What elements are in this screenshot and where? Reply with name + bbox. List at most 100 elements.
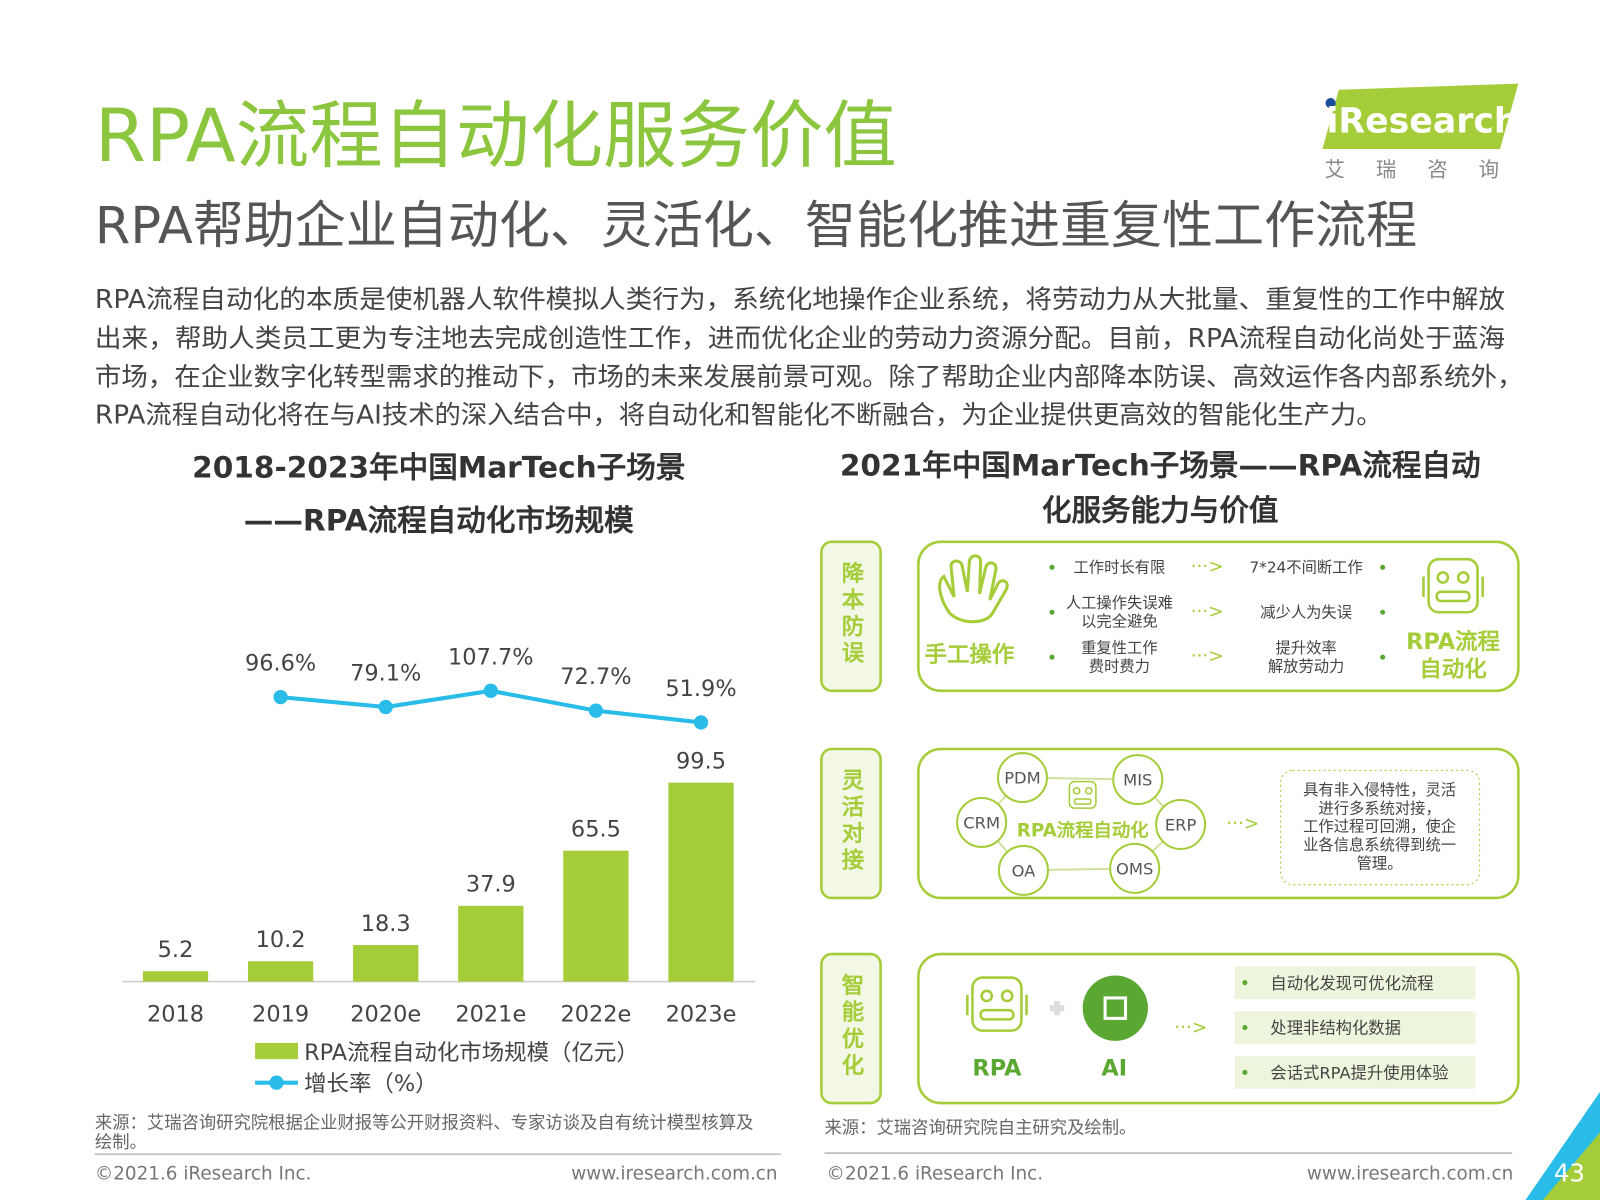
pair-text: 重复性工作 (1081, 639, 1157, 657)
diagram-title: 2021年中国MarTech子场景——RPA流程自动 (840, 449, 1481, 483)
arrow: ···> (1174, 1018, 1207, 1039)
bar (247, 961, 314, 982)
arrow: ···> (1191, 556, 1224, 577)
title: RPA流程自动化服务价值 (95, 94, 897, 179)
legend-marker (269, 1075, 284, 1090)
x-tick-label: 2020e (350, 1001, 421, 1027)
subtitle: RPA帮助企业自动化、灵活化、智能化推进重复性工作流程 (95, 197, 1417, 256)
note-line: 管理。 (1357, 854, 1403, 872)
arrow: ···> (1191, 646, 1224, 667)
note-box (1280, 769, 1481, 886)
bar-label: 5.2 (158, 937, 194, 963)
page-number: 43 (1554, 1159, 1585, 1188)
note-line: 进行多系统对接， (1318, 799, 1440, 817)
bullet (1380, 654, 1386, 660)
node-label: MIS (1123, 771, 1152, 790)
body-line: RPA流程自动化的本质是使机器人软件模拟人类行为，系统化地操作企业系统，将劳动力… (95, 285, 1505, 315)
robot-eye (1436, 571, 1450, 584)
logo: iResearch (1327, 102, 1519, 142)
pair-text: 费时费力 (1089, 657, 1150, 675)
note-line: 具有非入侵特性，灵活 (1303, 781, 1456, 799)
row-label: 智能优化 (838, 972, 864, 1079)
source: 绘制。 (95, 1133, 147, 1153)
item-label: 会话式RPA提升使用体验 (1270, 1064, 1448, 1083)
x-tick-label: 2022e (560, 1001, 631, 1027)
robot-head (1427, 557, 1479, 614)
pair-text: 人工操作失误难 (1066, 594, 1173, 612)
plus (1050, 1001, 1065, 1016)
growth-point (378, 699, 393, 715)
copyright: ©2021.6 iResearch Inc. (95, 1164, 312, 1185)
row-label-box (820, 540, 882, 693)
bullet (1242, 1069, 1248, 1075)
item-box (1234, 1011, 1476, 1044)
x-tick-label: 2021e (455, 1001, 526, 1027)
logo-cn: 艾 瑞 咨 询 (1324, 158, 1511, 182)
bullet (1049, 609, 1055, 615)
row-label-box (820, 747, 882, 900)
bar-label: 99.5 (676, 748, 726, 774)
growth-point (273, 689, 288, 705)
bar-label: 18.3 (361, 911, 411, 937)
ai-label: AI (1101, 1056, 1127, 1082)
arrow: ···> (1191, 601, 1224, 622)
right-label: 自动化 (1419, 656, 1486, 683)
item-box (1234, 966, 1476, 999)
robot-icon-small (1068, 780, 1097, 809)
bullet (1380, 564, 1386, 570)
node (1112, 754, 1164, 806)
growth-label: 72.7% (560, 664, 631, 690)
bar (353, 945, 419, 982)
bullet (1242, 980, 1248, 986)
node (1155, 798, 1207, 850)
legend-label: 增长率（%） (304, 1071, 438, 1097)
corner-green (1542, 1132, 1600, 1200)
growth-point (693, 715, 709, 730)
url: www.iresearch.com.cn (571, 1164, 777, 1185)
row-box (917, 747, 1520, 900)
item-label: 自动化发现可优化流程 (1270, 974, 1433, 993)
robot-mouth (1435, 590, 1471, 603)
pair-text: 7*24不间断工作 (1249, 558, 1362, 576)
node-label: CRM (963, 814, 1000, 833)
left-label: 手工操作 (925, 642, 1015, 668)
right-label: RPA流程 (1406, 628, 1500, 655)
robot-eye (1072, 786, 1081, 795)
node (997, 844, 1049, 896)
node (956, 796, 1008, 848)
rpa-label: RPA (972, 1056, 1022, 1082)
nodes: PDM MIS CRM ERP OA OMS (956, 752, 1207, 896)
node-label: ERP (1165, 816, 1197, 835)
item-label: 处理非结构化数据 (1270, 1019, 1401, 1038)
pair-text: 工作时长有限 (1073, 558, 1165, 576)
node-label: OA (1012, 862, 1037, 881)
bullet (1049, 654, 1055, 660)
x-tick-label: 2023e (666, 1001, 737, 1027)
center-label: RPA流程自动化 (1017, 820, 1150, 842)
source: 来源：艾瑞咨询研究院自主研究及绘制。 (824, 1119, 1136, 1139)
hand-icon (938, 554, 1009, 624)
robot-mouth (979, 1008, 1015, 1021)
robot-eye (1000, 989, 1014, 1003)
pair-text: 减少人为失误 (1260, 603, 1352, 621)
arrow: ···> (1226, 814, 1259, 835)
row-label: 降本防误 (838, 561, 864, 667)
source: 来源：艾瑞咨询研究院根据企业财报等公开财报资料、专家访谈及自有统计模型核算及 (95, 1114, 753, 1134)
note-line: 业各信息系统得到统一 (1303, 836, 1456, 854)
chart-title: 2018-2023年中国MarTech子场景 (192, 451, 685, 485)
row-labels: 降本防误 灵活对接 智能优化 (838, 561, 864, 1080)
copyright: ©2021.6 iResearch Inc. (827, 1164, 1044, 1185)
growth-label: 79.1% (350, 660, 421, 686)
logo-badge (1322, 83, 1519, 149)
body: RPA流程自动化的本质是使机器人软件模拟人类行为，系统化地操作企业系统，将劳动力… (95, 285, 1524, 430)
robot-eye (980, 989, 994, 1003)
bullet (1380, 609, 1386, 615)
bullet (1242, 1025, 1248, 1031)
node-label: PDM (1004, 769, 1040, 788)
bar (563, 850, 629, 982)
robot-eye (1084, 786, 1093, 795)
robot-icon (1422, 557, 1484, 614)
bar (668, 782, 734, 982)
